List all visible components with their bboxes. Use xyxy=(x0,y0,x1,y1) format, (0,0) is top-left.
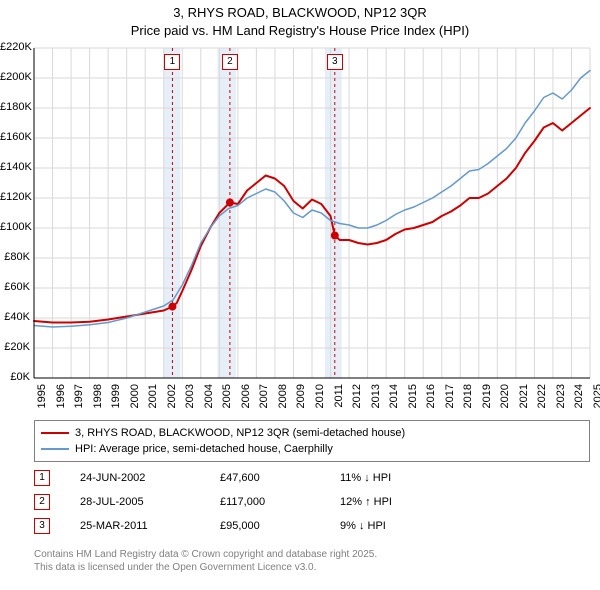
x-tick-label: 2020 xyxy=(499,384,511,414)
y-tick-label: £40K xyxy=(0,311,30,323)
y-tick-label: £20K xyxy=(0,341,30,353)
x-tick-label: 2006 xyxy=(240,384,252,414)
legend: 3, RHYS ROAD, BLACKWOOD, NP12 3QR (semi-… xyxy=(34,420,590,462)
x-tick-label: 2013 xyxy=(370,384,382,414)
legend-item: HPI: Average price, semi-detached house,… xyxy=(41,441,583,457)
x-tick-label: 2010 xyxy=(314,384,326,414)
transaction-price: £95,000 xyxy=(220,520,340,532)
legend-label: HPI: Average price, semi-detached house,… xyxy=(75,443,333,455)
x-tick-label: 2021 xyxy=(518,384,530,414)
x-tick-label: 1997 xyxy=(73,384,85,414)
x-tick-label: 2009 xyxy=(295,384,307,414)
marker-dot-1 xyxy=(168,303,176,311)
x-tick-label: 2016 xyxy=(425,384,437,414)
transaction-marker: 1 xyxy=(34,470,50,486)
y-tick-label: £160K xyxy=(0,131,30,143)
transaction-row: 1 24-JUN-2002£47,60011% ↓ HPI xyxy=(34,466,450,490)
attribution-text: Contains HM Land Registry data © Crown c… xyxy=(34,548,377,574)
x-tick-label: 2023 xyxy=(555,384,567,414)
transaction-marker: 3 xyxy=(34,518,50,534)
transaction-table: 1 24-JUN-2002£47,60011% ↓ HPI 2 28-JUL-2005… xyxy=(34,466,450,538)
x-tick-label: 2001 xyxy=(147,384,159,414)
attribution-line2: This data is licensed under the Open Gov… xyxy=(34,562,316,573)
x-tick-label: 2014 xyxy=(388,384,400,414)
chart-marker-2: 2 xyxy=(222,54,238,70)
legend-swatch xyxy=(41,432,69,434)
transaction-delta: 9% ↓ HPI xyxy=(340,520,450,532)
transaction-delta: 12% ↑ HPI xyxy=(340,496,450,508)
transaction-marker: 2 xyxy=(34,494,50,510)
x-tick-label: 2003 xyxy=(184,384,196,414)
price-chart xyxy=(0,0,600,380)
transaction-price: £117,000 xyxy=(220,496,340,508)
x-tick-label: 1995 xyxy=(36,384,48,414)
x-tick-label: 1996 xyxy=(55,384,67,414)
x-tick-label: 2011 xyxy=(333,384,345,414)
y-tick-label: £80K xyxy=(0,251,30,263)
x-tick-label: 2000 xyxy=(129,384,141,414)
x-tick-label: 2025 xyxy=(592,384,600,414)
x-tick-label: 2022 xyxy=(536,384,548,414)
x-tick-label: 2012 xyxy=(351,384,363,414)
x-tick-label: 2019 xyxy=(481,384,493,414)
x-tick-label: 2007 xyxy=(258,384,270,414)
transaction-row: 2 28-JUL-2005£117,00012% ↑ HPI xyxy=(34,490,450,514)
transaction-price: £47,600 xyxy=(220,472,340,484)
y-tick-label: £180K xyxy=(0,101,30,113)
chart-marker-3: 3 xyxy=(327,54,343,70)
transaction-date: 24-JUN-2002 xyxy=(80,472,220,484)
x-tick-label: 2004 xyxy=(203,384,215,414)
chart-marker-1: 1 xyxy=(164,54,180,70)
x-tick-label: 1999 xyxy=(110,384,122,414)
x-tick-label: 2015 xyxy=(407,384,419,414)
y-tick-label: £0K xyxy=(0,371,30,383)
transaction-date: 28-JUL-2005 xyxy=(80,496,220,508)
x-tick-label: 1998 xyxy=(92,384,104,414)
y-tick-label: £100K xyxy=(0,221,30,233)
y-tick-label: £140K xyxy=(0,161,30,173)
x-tick-label: 2017 xyxy=(444,384,456,414)
x-tick-label: 2018 xyxy=(462,384,474,414)
x-tick-label: 2024 xyxy=(573,384,585,414)
y-tick-label: £200K xyxy=(0,71,30,83)
x-tick-label: 2002 xyxy=(166,384,178,414)
marker-dot-3 xyxy=(331,232,339,240)
legend-item: 3, RHYS ROAD, BLACKWOOD, NP12 3QR (semi-… xyxy=(41,425,583,441)
y-tick-label: £120K xyxy=(0,191,30,203)
transaction-date: 25-MAR-2011 xyxy=(80,520,220,532)
x-tick-label: 2005 xyxy=(221,384,233,414)
legend-swatch xyxy=(41,448,69,450)
y-tick-label: £60K xyxy=(0,281,30,293)
marker-dot-2 xyxy=(226,199,234,207)
attribution-line1: Contains HM Land Registry data © Crown c… xyxy=(34,549,377,560)
legend-label: 3, RHYS ROAD, BLACKWOOD, NP12 3QR (semi-… xyxy=(75,427,405,439)
transaction-delta: 11% ↓ HPI xyxy=(340,472,450,484)
y-tick-label: £220K xyxy=(0,41,30,53)
transaction-row: 3 25-MAR-2011£95,0009% ↓ HPI xyxy=(34,514,450,538)
x-tick-label: 2008 xyxy=(277,384,289,414)
